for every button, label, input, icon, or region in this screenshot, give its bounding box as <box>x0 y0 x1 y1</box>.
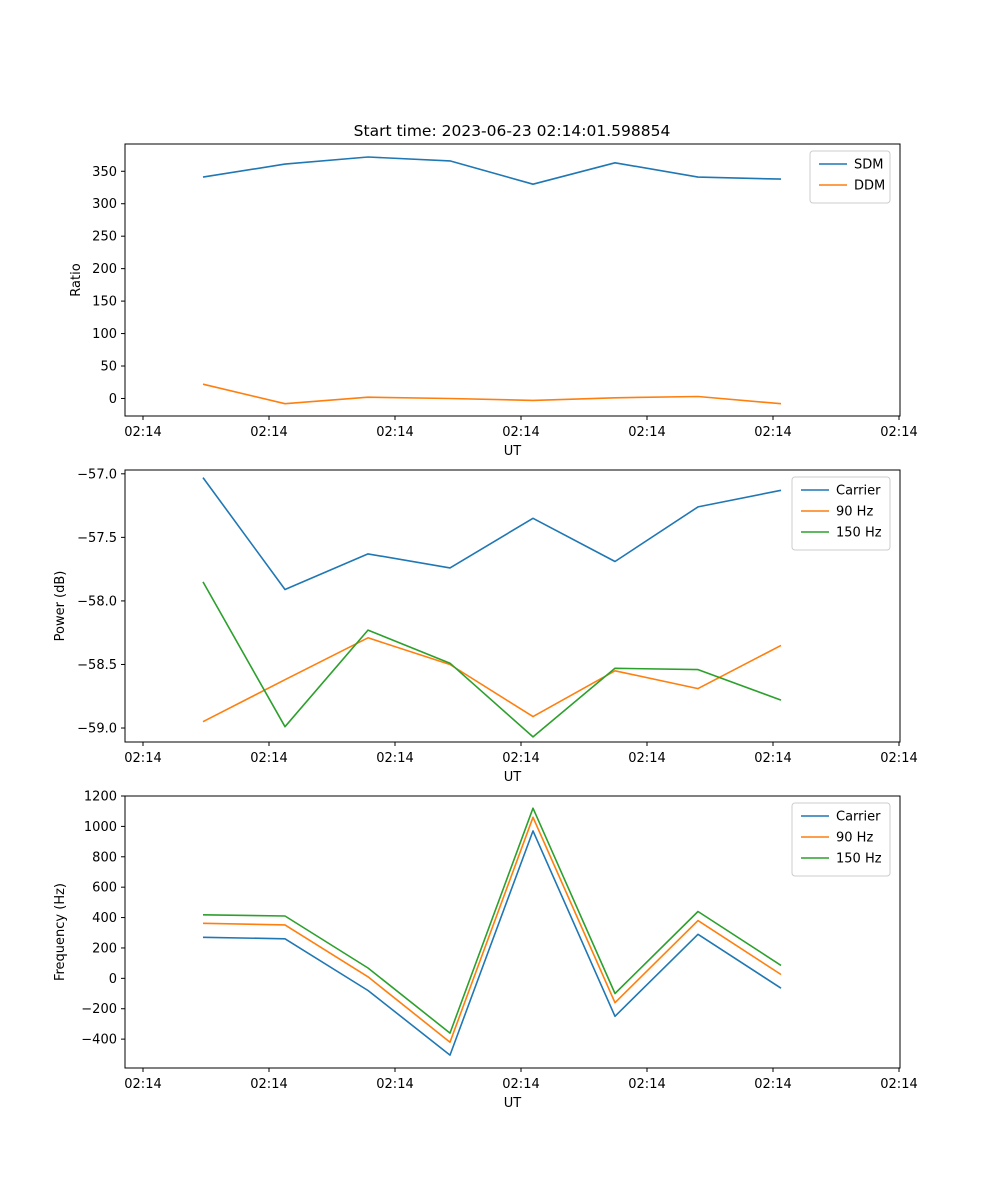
series-line-150-hz <box>202 807 782 1034</box>
y-tick-label: 100 <box>92 327 117 342</box>
x-tick-label: 02:14 <box>754 425 791 440</box>
x-tick-label: 02:14 <box>880 425 917 440</box>
x-tick-label: 02:14 <box>124 1077 161 1092</box>
x-axis-label: UT <box>504 444 522 459</box>
y-tick-label: −58.5 <box>77 658 117 673</box>
y-tick-label: 250 <box>92 230 117 245</box>
legend-label: DDM <box>854 179 885 194</box>
legend-label: 150 Hz <box>836 526 882 541</box>
x-tick-label: 02:14 <box>502 1077 539 1092</box>
x-tick-label: 02:14 <box>628 751 665 766</box>
x-tick-label: 02:14 <box>502 425 539 440</box>
legend-label: Carrier <box>836 810 881 825</box>
y-tick-label: −57.5 <box>77 531 117 546</box>
legend-label: 90 Hz <box>836 831 873 846</box>
y-tick-label: 300 <box>92 197 117 212</box>
panel-2: −59.0 −58.5 −58.0 −57.5 −57.0 02:14 02:14 02:14… <box>53 467 918 785</box>
x-tick-label: 02:14 <box>376 425 413 440</box>
x-axis-label: UT <box>504 1096 522 1111</box>
figure-title: Start time: 2023-06-23 02:14:01.598854 <box>354 122 671 140</box>
series-line-ddm <box>202 383 782 405</box>
x-tick-label: 02:14 <box>376 751 413 766</box>
y-axis-label: Ratio <box>69 263 84 296</box>
x-tick-label: 02:14 <box>628 425 665 440</box>
y-tick-label: 150 <box>92 295 117 310</box>
x-tick-label: 02:14 <box>124 425 161 440</box>
y-tick-label: 350 <box>92 165 117 180</box>
x-tick-label: 02:14 <box>250 751 287 766</box>
y-tick-label: 600 <box>92 881 117 896</box>
y-tick-label: 1000 <box>84 820 117 835</box>
x-tick-label: 02:14 <box>124 751 161 766</box>
legend: Carrier 90 Hz 150 Hz <box>791 476 891 551</box>
x-tick-label: 02:14 <box>754 751 791 766</box>
y-tick-label: 800 <box>92 850 117 865</box>
legend: Carrier 90 Hz 150 Hz <box>791 802 891 877</box>
x-tick-label: 02:14 <box>502 751 539 766</box>
y-axis-label: Frequency (Hz) <box>53 883 68 981</box>
x-tick-label: 02:14 <box>250 1077 287 1092</box>
legend-label: SDM <box>854 158 883 173</box>
y-tick-label: −57.0 <box>77 467 117 482</box>
y-tick-label: 1200 <box>84 790 117 805</box>
panel-3: −400 −200 0 200 400 600 800 1000 1200 02:14 02:14 0… <box>53 790 918 1112</box>
x-tick-label: 02:14 <box>628 1077 665 1092</box>
x-tick-label: 02:14 <box>754 1077 791 1092</box>
y-tick-label: 50 <box>100 360 117 375</box>
panel-1: 0 50 100 150 200 250 300 350 02:14 02:14 02:14 02:1… <box>69 143 918 459</box>
series-line-90-hz <box>202 636 782 723</box>
legend-label: Carrier <box>836 484 881 499</box>
series-line-150-hz <box>202 581 782 738</box>
x-tick-label: 02:14 <box>880 751 917 766</box>
legend-label: 90 Hz <box>836 505 873 520</box>
series-line-carrier <box>202 477 782 591</box>
axes-frame <box>124 469 901 743</box>
y-tick-label: 400 <box>92 911 117 926</box>
y-tick-label: −200 <box>81 1002 117 1017</box>
series-line-sdm <box>202 156 782 185</box>
y-tick-label: −400 <box>81 1033 117 1048</box>
x-tick-label: 02:14 <box>250 425 287 440</box>
y-tick-label: 0 <box>109 392 117 407</box>
x-axis-label: UT <box>504 770 522 785</box>
x-tick-label: 02:14 <box>880 1077 917 1092</box>
axes-frame <box>124 795 901 1069</box>
y-tick-label: 0 <box>109 972 117 987</box>
y-tick-label: −58.0 <box>77 594 117 609</box>
legend-label: 150 Hz <box>836 852 882 867</box>
series-line-carrier <box>202 830 782 1056</box>
x-tick-label: 02:14 <box>376 1077 413 1092</box>
y-axis-label: Power (dB) <box>53 571 68 642</box>
y-tick-label: −59.0 <box>77 722 117 737</box>
legend: SDM DDM <box>809 150 891 204</box>
series-line-90-hz <box>202 816 782 1043</box>
y-tick-label: 200 <box>92 941 117 956</box>
axes-frame <box>124 143 901 417</box>
y-tick-label: 200 <box>92 262 117 277</box>
